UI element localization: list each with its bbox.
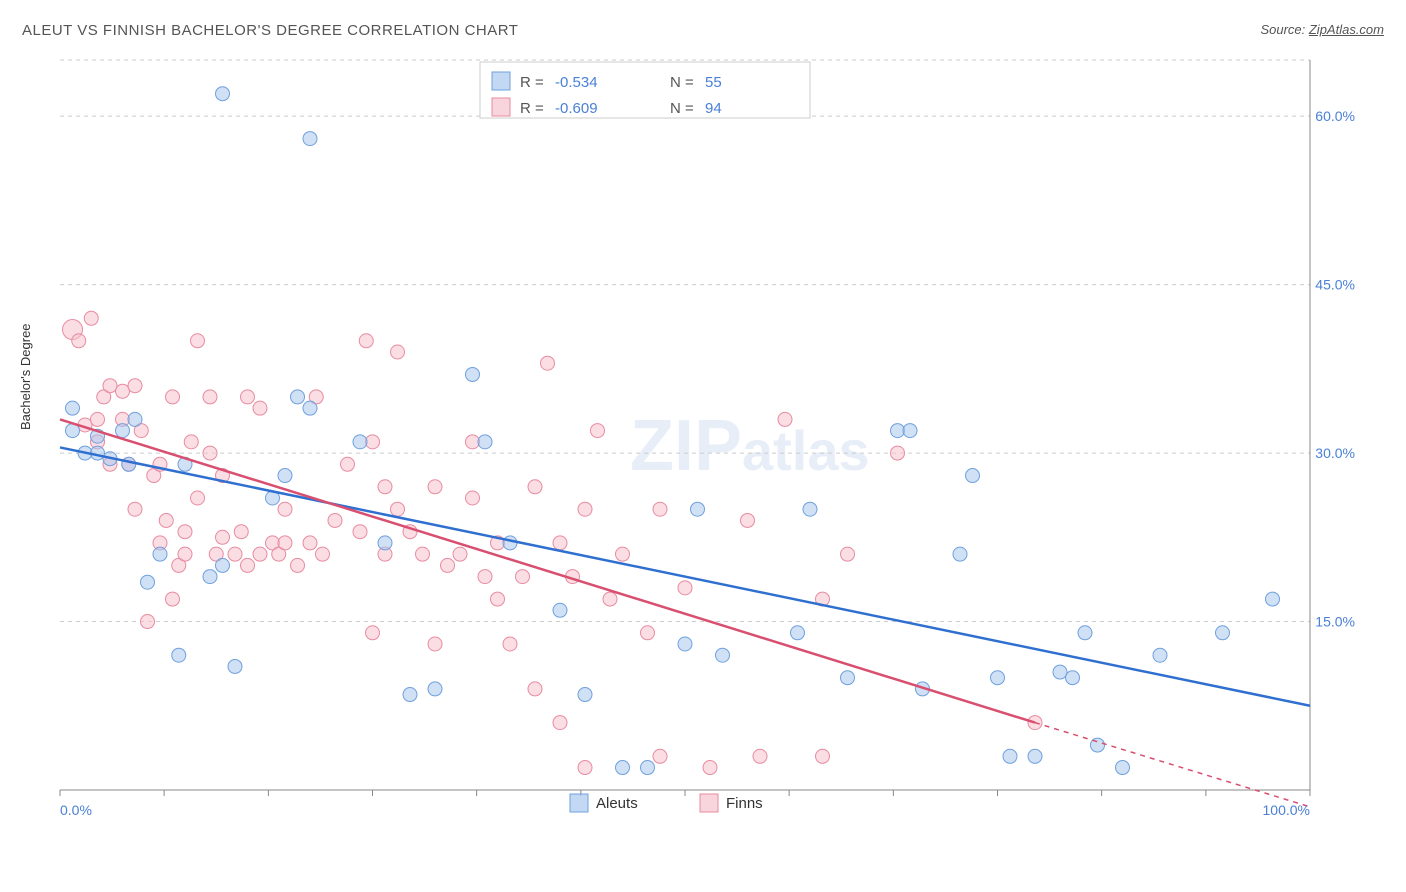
- y-axis-label: Bachelor's Degree: [18, 323, 33, 430]
- svg-text:60.0%: 60.0%: [1315, 108, 1355, 124]
- svg-text:55: 55: [705, 74, 722, 91]
- source-link[interactable]: ZipAtlas.com: [1309, 22, 1384, 37]
- svg-text:15.0%: 15.0%: [1315, 614, 1355, 630]
- svg-text:-0.609: -0.609: [555, 100, 598, 117]
- chart-title: ALEUT VS FINNISH BACHELOR'S DEGREE CORRE…: [22, 22, 518, 39]
- svg-text:45.0%: 45.0%: [1315, 277, 1355, 293]
- svg-text:N =: N =: [670, 100, 694, 117]
- source-attribution: Source: ZipAtlas.com: [1260, 22, 1384, 37]
- watermark-text: ZIPatlas: [630, 406, 870, 486]
- y-tick-labels: 15.0% 30.0% 45.0% 60.0%: [1315, 108, 1355, 629]
- x-ticks: [60, 790, 1310, 796]
- series-legend: Aleuts Finns: [570, 794, 763, 812]
- scatter-plot: ZIPatlas 15.0% 30.0% 45.0% 60.0% R = -0.534 N…: [50, 50, 1360, 820]
- correlation-legend: R = -0.534 N = 55 R = -0.609 N = 94: [480, 62, 810, 118]
- svg-text:R =: R =: [520, 100, 544, 117]
- svg-text:94: 94: [705, 100, 722, 117]
- scatter-points-finns: [63, 311, 1043, 774]
- x-axis-end-label: 100.0%: [1263, 802, 1310, 818]
- svg-text:Aleuts: Aleuts: [596, 795, 638, 812]
- svg-text:N =: N =: [670, 74, 694, 91]
- svg-text:-0.534: -0.534: [555, 74, 598, 91]
- svg-text:30.0%: 30.0%: [1315, 445, 1355, 461]
- gridlines: [60, 60, 1310, 622]
- svg-text:R =: R =: [520, 74, 544, 91]
- svg-text:Finns: Finns: [726, 795, 763, 812]
- x-axis-start-label: 0.0%: [60, 802, 92, 818]
